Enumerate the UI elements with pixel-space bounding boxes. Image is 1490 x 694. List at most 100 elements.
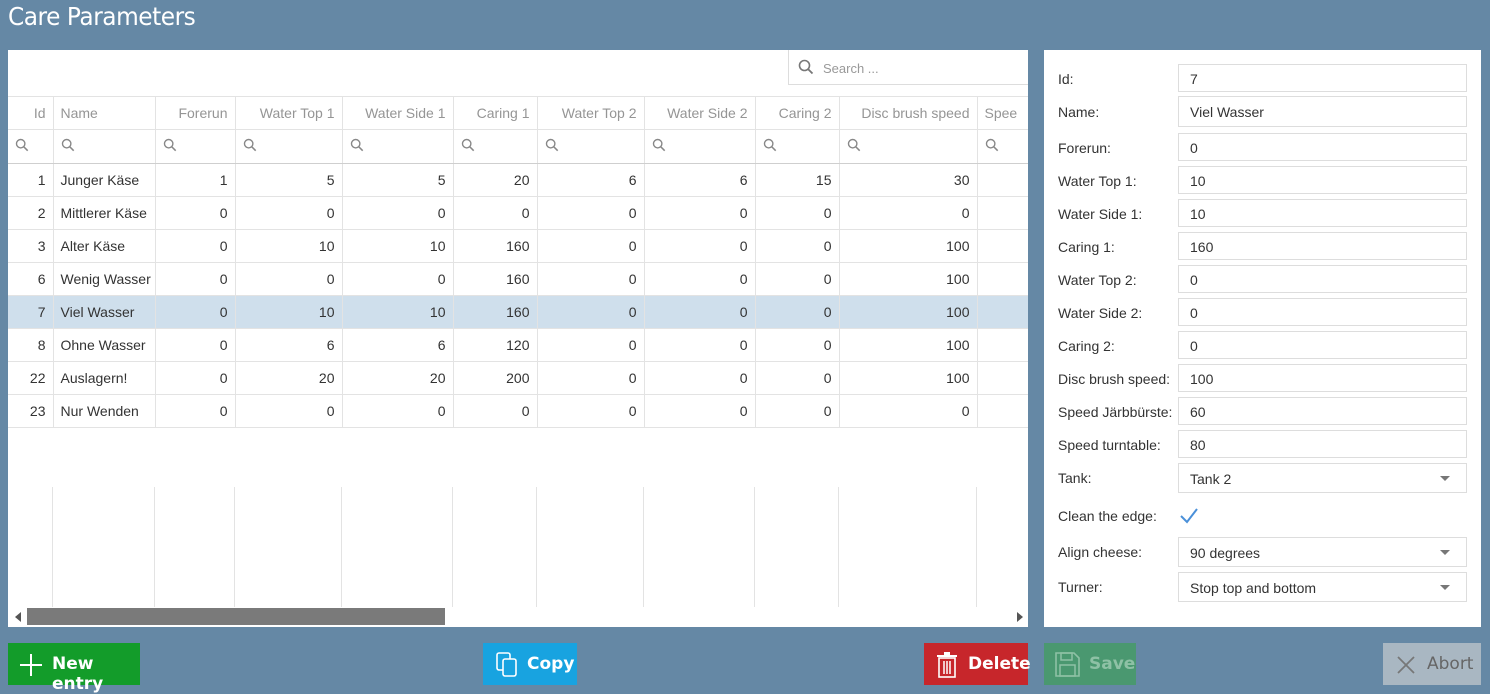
- checkmark-icon: [1180, 508, 1198, 524]
- scroll-left-icon[interactable]: [15, 612, 21, 622]
- column-divider: [154, 487, 155, 607]
- tank-select[interactable]: Tank 2: [1178, 463, 1467, 493]
- table-cell: 0: [644, 361, 756, 395]
- filter-search-icon: [461, 138, 475, 155]
- clean-edge-label: Clean the edge:: [1058, 508, 1157, 524]
- delete-button[interactable]: Delete: [924, 643, 1031, 685]
- column-header[interactable]: Name: [53, 96, 156, 130]
- scrollbar-thumb[interactable]: [27, 608, 445, 625]
- column-header[interactable]: Caring 2: [755, 96, 840, 130]
- table-cell: 0: [537, 361, 645, 395]
- copy-icon: [496, 652, 517, 677]
- column-divider: [838, 487, 839, 607]
- column-header[interactable]: Water Side 2: [644, 96, 756, 130]
- new-entry-label: New entry: [52, 654, 104, 694]
- column-header[interactable]: Caring 1: [453, 96, 538, 130]
- abort-label: Abort: [1427, 654, 1474, 674]
- table-row[interactable]: 3 Alter Käse 0 10 10 160 0 0 0 100: [8, 229, 1028, 263]
- form-field-input[interactable]: 10: [1178, 199, 1467, 227]
- table-cell: 0: [644, 229, 756, 263]
- table-row[interactable]: 1 Junger Käse 1 5 5 20 6 6 15 30: [8, 163, 1028, 197]
- column-header[interactable]: Forerun: [155, 96, 236, 130]
- form-row: Water Side 1: 10: [1044, 199, 1481, 229]
- clean-edge-checkbox[interactable]: [1178, 505, 1200, 527]
- column-header[interactable]: Water Top 2: [537, 96, 645, 130]
- column-filter[interactable]: [453, 129, 538, 164]
- table-row[interactable]: 23 Nur Wenden 0 0 0 0 0 0 0 0: [8, 394, 1028, 428]
- form-field-input[interactable]: 80: [1178, 430, 1467, 458]
- column-header[interactable]: Water Top 1: [235, 96, 343, 130]
- form-row: Caring 1: 160: [1044, 232, 1481, 262]
- data-grid: Id Name Forerun Water Top 1 Water Side 1 Cari…: [8, 96, 1028, 428]
- table-cell: 0: [755, 229, 840, 263]
- scroll-right-icon[interactable]: [1017, 612, 1023, 622]
- form-field-label: Water Top 1:: [1058, 173, 1137, 189]
- table-cell: 0: [453, 196, 538, 230]
- tank-value: Tank 2: [1190, 471, 1232, 487]
- table-cell: 1: [155, 163, 236, 197]
- copy-label: Copy: [527, 654, 575, 674]
- column-filter[interactable]: [839, 129, 978, 164]
- table-row[interactable]: 2 Mittlerer Käse 0 0 0 0 0 0 0 0: [8, 196, 1028, 230]
- table-cell: 0: [644, 295, 756, 329]
- form-field-label: Caring 1:: [1058, 239, 1115, 255]
- form-field-input[interactable]: 0: [1178, 265, 1467, 293]
- table-row[interactable]: 22 Auslagern! 0 20 20 200 0 0 0 100: [8, 361, 1028, 395]
- tank-label: Tank:: [1058, 470, 1092, 486]
- form-field-input[interactable]: Viel Wasser: [1178, 96, 1467, 127]
- copy-button[interactable]: Copy: [483, 643, 577, 685]
- form-field-input[interactable]: 0: [1178, 331, 1467, 359]
- column-header[interactable]: Id: [8, 96, 54, 130]
- form-field-input[interactable]: 0: [1178, 133, 1467, 161]
- data-grid-panel: Search ... Id Name Forerun Water Top 1 Water…: [8, 50, 1028, 627]
- table-cell: 0: [644, 394, 756, 428]
- form-row: Speed Järbbürste: 60: [1044, 397, 1481, 427]
- table-cell: Junger Käse: [53, 163, 156, 197]
- filter-search-icon: [545, 138, 559, 155]
- grid-search-input[interactable]: Search ...: [788, 50, 1028, 85]
- column-header[interactable]: Spee: [977, 96, 1028, 130]
- turner-select[interactable]: Stop top and bottom: [1178, 572, 1467, 602]
- form-row: Water Top 1: 10: [1044, 166, 1481, 196]
- column-filter[interactable]: [155, 129, 236, 164]
- column-filter[interactable]: [8, 129, 54, 164]
- table-cell: Wenig Wasser: [53, 262, 156, 296]
- table-row[interactable]: 8 Ohne Wasser 0 6 6 120 0 0 0 100: [8, 328, 1028, 362]
- column-filter[interactable]: [644, 129, 756, 164]
- column-filter[interactable]: [755, 129, 840, 164]
- column-filter[interactable]: [537, 129, 645, 164]
- form-field-input[interactable]: 160: [1178, 232, 1467, 260]
- table-cell: [977, 229, 1028, 263]
- filter-search-icon: [243, 138, 257, 155]
- save-button[interactable]: Save: [1044, 643, 1136, 685]
- column-header[interactable]: Water Side 1: [342, 96, 454, 130]
- new-entry-button[interactable]: New entry: [8, 643, 140, 694]
- filter-search-icon: [163, 138, 177, 155]
- table-row[interactable]: 6 Wenig Wasser 0 0 0 160 0 0 0 100: [8, 262, 1028, 296]
- table-cell: 0: [453, 394, 538, 428]
- form-field-input[interactable]: 100: [1178, 364, 1467, 392]
- column-divider: [52, 487, 53, 607]
- chevron-down-icon: [1440, 585, 1450, 590]
- table-row[interactable]: 7 Viel Wasser 0 10 10 160 0 0 0 100: [8, 295, 1028, 329]
- table-cell: 30: [839, 163, 978, 197]
- table-cell: Mittlerer Käse: [53, 196, 156, 230]
- column-filter[interactable]: [977, 129, 1028, 164]
- table-cell: 6: [235, 328, 343, 362]
- column-filter[interactable]: [342, 129, 454, 164]
- plus-icon: [20, 654, 42, 676]
- form-field-input[interactable]: 0: [1178, 298, 1467, 326]
- align-cheese-select[interactable]: 90 degrees: [1178, 537, 1467, 567]
- form-field-input[interactable]: 10: [1178, 166, 1467, 194]
- horizontal-scrollbar[interactable]: [8, 607, 1028, 627]
- table-cell: 20: [235, 361, 343, 395]
- table-cell: 160: [453, 262, 538, 296]
- form-field-input[interactable]: 60: [1178, 397, 1467, 425]
- column-filter[interactable]: [53, 129, 156, 164]
- form-field-input[interactable]: 7: [1178, 64, 1467, 92]
- column-filter[interactable]: [235, 129, 343, 164]
- form-row-turner: Turner: Stop top and bottom: [1044, 572, 1481, 602]
- abort-button[interactable]: Abort: [1383, 643, 1481, 685]
- table-cell: 0: [537, 229, 645, 263]
- column-header[interactable]: Disc brush speed: [839, 96, 978, 130]
